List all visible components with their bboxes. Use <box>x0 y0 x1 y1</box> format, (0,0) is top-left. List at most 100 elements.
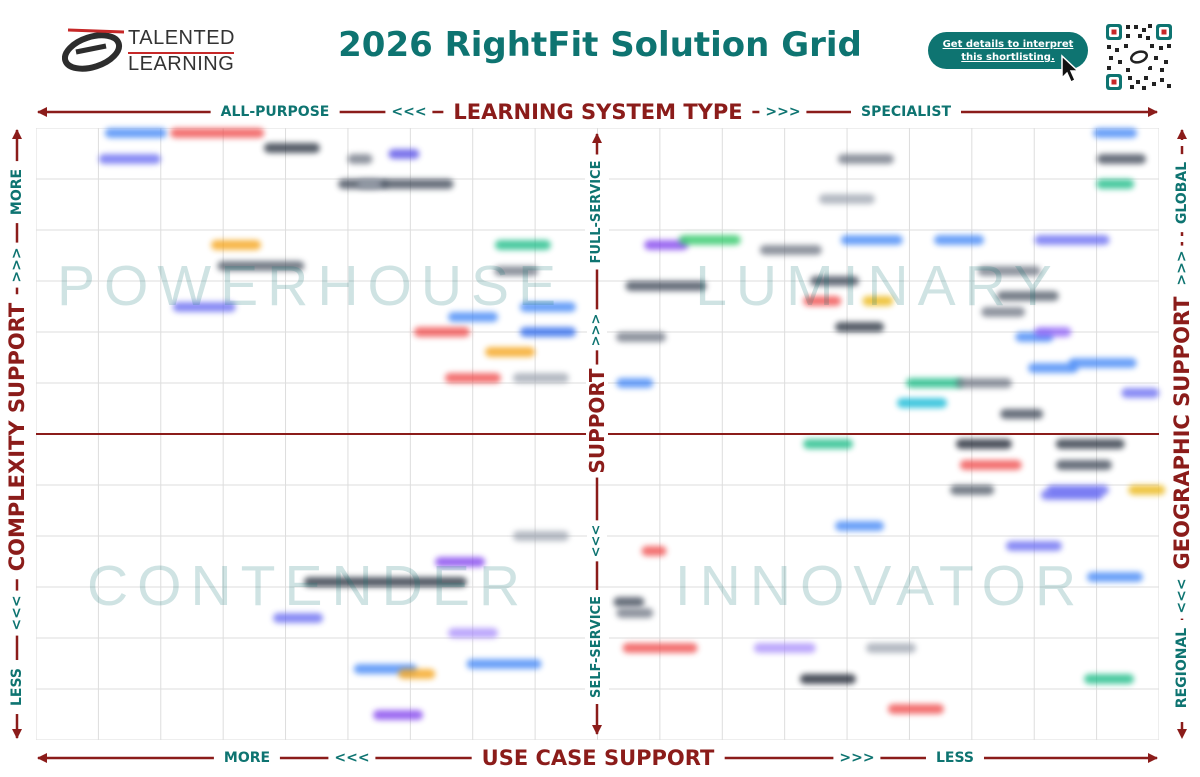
vendor-logo-mark <box>1034 235 1110 246</box>
quadrant-label-luminary: LUMINARY <box>695 254 1061 318</box>
left-axis-top-label: MORE <box>8 160 26 224</box>
vendor-logo-mark <box>753 643 816 654</box>
logo-line-2: LEARNING <box>128 52 235 75</box>
right-axis-top-arrows: >>> <box>1173 245 1191 291</box>
vendor-logo-mark <box>622 643 698 654</box>
vendor-logo-mark <box>347 153 373 164</box>
vendor-logo-mark <box>896 398 947 409</box>
vendor-logo-mark <box>1046 485 1110 496</box>
vendor-logo-mark <box>1121 388 1159 399</box>
vendor-logo-mark <box>519 327 576 337</box>
vendor-logo-mark <box>906 378 963 388</box>
qr-code-icon[interactable] <box>1104 22 1174 92</box>
vendor-logo-mark <box>1096 179 1135 190</box>
vendor-logo-mark <box>372 709 423 720</box>
vendor-logo-mark <box>803 296 841 307</box>
vendor-logo-mark <box>616 378 654 388</box>
top-axis-left-arrows: <<< <box>385 103 433 121</box>
vendor-logo-mark <box>513 531 570 541</box>
page-title: 2026 RightFit Solution Grid <box>338 25 862 65</box>
center-axis-top-arrows: >>> <box>587 309 607 351</box>
vendor-logo-mark <box>996 291 1060 302</box>
center-axis-top-label: FULL-SERVICE <box>585 154 609 270</box>
vendor-logo-mark <box>494 240 551 251</box>
vendor-logo-mark <box>447 311 498 322</box>
bottom-axis-right-arrows: >>> <box>833 749 881 767</box>
vendor-logo-mark <box>1068 357 1138 368</box>
vendor-logo-mark <box>1027 362 1078 373</box>
vendor-logo-mark <box>494 265 539 276</box>
vendor-logo-mark <box>435 556 486 567</box>
bottom-axis-left-label: MORE <box>213 749 281 767</box>
left-axis-bottom-label: LESS <box>8 659 26 715</box>
quadrant-label-contender: CONTENDER <box>86 554 530 618</box>
vendor-logo-mark <box>865 643 916 654</box>
vendor-logo-mark <box>818 194 876 205</box>
vendor-logo-mark <box>759 245 823 256</box>
bottom-axis-left-arrows: <<< <box>328 749 376 767</box>
vendor-logo-mark <box>949 485 994 496</box>
vendor-logo-mark <box>678 235 741 246</box>
vendor-logo-mark <box>1015 332 1053 343</box>
vendor-logo-mark <box>999 408 1044 419</box>
details-link-line-2: this shortlisting. <box>961 51 1055 63</box>
logo-line-1: TALENTED <box>128 27 235 49</box>
vendor-logo-mark <box>397 668 436 679</box>
vendor-logo-mark <box>981 306 1025 317</box>
left-axis-title: COMPLEXITY SUPPORT <box>5 294 29 580</box>
vendor-logo-mark <box>625 281 707 292</box>
vendor-logo-mark <box>1056 439 1125 450</box>
vendor-logo-mark <box>98 153 161 164</box>
details-link-line-1: Get details to interpret <box>942 38 1074 50</box>
vendor-logo-mark <box>304 576 467 587</box>
solution-grid-plot: POWERHOUSE LUMINARY CONTENDER INNOVATOR … <box>36 128 1166 740</box>
center-axis-bottom-arrows: <<< <box>587 520 607 562</box>
vendor-logo-mark <box>840 235 904 246</box>
vendor-logo-mark <box>519 301 576 312</box>
vendor-logo-mark <box>104 128 167 139</box>
vendor-logo-mark <box>354 663 417 674</box>
vendor-logo-mark <box>1087 571 1144 582</box>
vendor-logo-mark <box>956 439 1013 450</box>
vendor-logo-mark <box>173 301 236 312</box>
vendor-logo-mark <box>834 520 885 531</box>
vendor-logo-mark <box>263 143 320 154</box>
logo-swoosh-icon <box>61 28 125 72</box>
right-axis-bottom-label: REGIONAL <box>1173 619 1191 717</box>
vendor-logo-mark <box>837 153 894 164</box>
right-axis-title: GEOGRAPHIC SUPPORT <box>1170 288 1194 578</box>
vendor-logo-mark <box>1056 459 1113 470</box>
vendor-logo-mark <box>1096 153 1147 164</box>
center-axis-title: SUPPORT <box>585 364 609 478</box>
vendor-logo-mark <box>834 321 885 332</box>
vendor-logo-mark <box>887 704 944 715</box>
vendor-logo-mark <box>934 235 985 246</box>
vendor-logo-mark <box>978 265 1041 276</box>
top-axis-right-arrows: >>> <box>759 103 807 121</box>
top-axis-title: LEARNING SYSTEM TYPE <box>443 100 753 124</box>
vendor-logo-mark <box>1006 541 1063 552</box>
left-axis-bottom-arrows: <<< <box>8 590 26 636</box>
vendor-logo-mark <box>513 372 570 383</box>
vendor-logo-mark <box>644 240 688 251</box>
right-axis-bottom-arrows: <<< <box>1173 573 1191 619</box>
pointer-cursor-icon <box>1058 54 1080 84</box>
vendor-logo-mark <box>862 296 894 307</box>
vendor-logo-mark <box>216 260 305 271</box>
vendor-logo-mark <box>803 439 854 450</box>
right-axis-top-label: GLOBAL <box>1173 153 1191 233</box>
vendor-logo-mark <box>357 179 389 190</box>
talented-learning-logo[interactable]: TALENTED LEARNING <box>61 22 252 78</box>
vendor-logo-mark <box>447 627 498 638</box>
vendor-logo-mark <box>379 179 454 190</box>
vendor-logo-mark <box>613 597 645 608</box>
vendor-logo-mark <box>959 459 1022 470</box>
left-axis-top-arrows: >>> <box>8 242 26 288</box>
vendor-logo-mark <box>1034 327 1072 337</box>
vendor-logos <box>36 128 1166 740</box>
vendor-logo-mark <box>809 276 860 286</box>
top-axis-left-label: ALL-PURPOSE <box>210 103 340 121</box>
bottom-axis-title: USE CASE SUPPORT <box>471 746 725 770</box>
quadrant-label-innovator: INNOVATOR <box>674 554 1086 618</box>
vendor-logo-mark <box>273 612 323 623</box>
